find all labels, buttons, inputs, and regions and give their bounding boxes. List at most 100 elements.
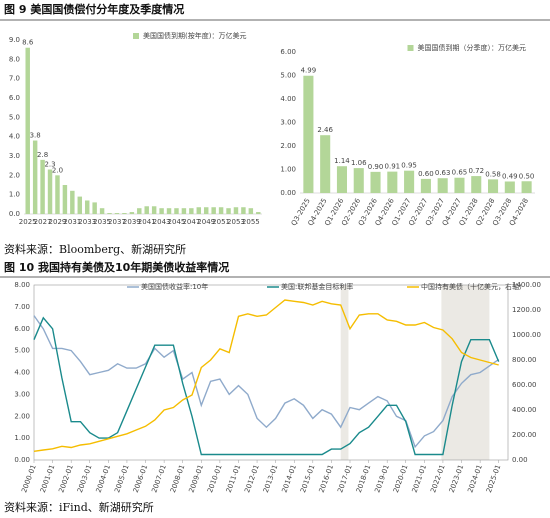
x-tick-label: 2000-01 xyxy=(20,464,38,494)
y-tick-label: 1400.00 xyxy=(512,281,541,289)
x-tick-label: 2043 xyxy=(153,218,171,226)
y-tick-label: 6.00 xyxy=(14,325,30,333)
value-label: 2.46 xyxy=(317,126,333,134)
bar xyxy=(114,213,120,214)
x-tick-label: 2049 xyxy=(197,218,215,226)
highlight-band xyxy=(340,285,349,460)
legend-label: 美国国债收益率:10年 xyxy=(141,282,208,291)
y-tick-label: 3.00 xyxy=(280,119,296,127)
x-tick-label: 2014-01 xyxy=(280,464,298,494)
bar xyxy=(320,135,331,193)
value-label: 3.8 xyxy=(30,132,41,140)
value-label: 1.06 xyxy=(351,159,367,167)
value-label: 0.90 xyxy=(368,163,384,171)
x-tick-label: 2027 xyxy=(34,218,52,226)
x-tick-label: 2012-01 xyxy=(243,464,261,494)
y-tick-label: 7.00 xyxy=(14,303,30,311)
x-tick-label: 2016-01 xyxy=(318,464,336,494)
bar xyxy=(151,206,157,214)
bar xyxy=(70,190,75,214)
y-tick-label: 1200.00 xyxy=(512,306,541,314)
y-tick-label: 3.0 xyxy=(9,152,20,160)
bar xyxy=(353,168,364,193)
legend-label: 美国国债到期（分季度）：万亿美元 xyxy=(418,43,527,52)
x-tick-label: 2051 xyxy=(212,218,230,226)
x-tick-label: 2004-01 xyxy=(95,464,113,494)
y-tick-label: 8.0 xyxy=(9,55,20,63)
x-tick-label: 2018-01 xyxy=(355,464,373,494)
y-tick-label: 200.00 xyxy=(512,431,537,439)
x-tick-label: 2025-01 xyxy=(485,464,503,494)
bar xyxy=(40,159,45,214)
y-tick-label: 0.00 xyxy=(280,189,296,197)
x-tick-label: 2055 xyxy=(242,218,260,226)
y-tick-label: 9.0 xyxy=(9,36,20,44)
bar xyxy=(420,178,431,193)
x-tick-label: 2041 xyxy=(138,218,156,226)
source: 资料来源：Bloomberg、新湖研究所 xyxy=(4,242,186,256)
value-label: 0.58 xyxy=(485,170,501,178)
x-tick-label: 2053 xyxy=(227,218,245,226)
x-tick-label: 2037 xyxy=(108,218,126,226)
y-tick-label: 5.00 xyxy=(280,72,296,80)
source: 资料来源：iFind、新湖研究所 xyxy=(4,500,154,514)
y-tick-label: 4.00 xyxy=(14,369,30,377)
bar xyxy=(248,208,254,214)
y-tick-label: 0.00 xyxy=(14,456,30,464)
x-tick-label: 2001-01 xyxy=(39,464,57,494)
x-tick-label: 2035 xyxy=(93,218,111,226)
bar xyxy=(77,196,83,214)
bar xyxy=(107,213,112,214)
y-tick-label: 2.0 xyxy=(9,171,20,179)
y-tick-label: 5.0 xyxy=(9,113,20,121)
plot-frame xyxy=(33,284,509,461)
value-label: 2.8 xyxy=(37,151,48,159)
bar xyxy=(454,177,465,193)
x-tick-label: 2033 xyxy=(78,218,96,226)
y-tick-label: 8.00 xyxy=(14,281,30,289)
value-label: 0.72 xyxy=(468,167,484,175)
bar xyxy=(218,207,224,214)
value-label: 0.49 xyxy=(502,172,518,180)
figure-title: 图 10 我国持有美债及10年期美债收益率情况 xyxy=(4,260,229,274)
y-tick-label: 3.00 xyxy=(14,390,30,398)
y-tick-label: 1.00 xyxy=(14,434,30,442)
bar xyxy=(174,208,179,214)
bar xyxy=(92,202,97,214)
legend-label: 中国持有美债（十亿美元，右轴） xyxy=(421,282,526,291)
x-tick-label: 2031 xyxy=(63,218,81,226)
bar xyxy=(47,169,53,214)
x-tick-label: 2021-01 xyxy=(411,464,429,494)
bar xyxy=(189,208,194,214)
y-tick-label: 4.00 xyxy=(280,95,296,103)
x-tick-label: 2006-01 xyxy=(132,464,150,494)
bar xyxy=(144,206,149,214)
highlight-band xyxy=(441,285,490,460)
x-tick-label: 2047 xyxy=(182,218,200,226)
y-tick-label: 2.00 xyxy=(14,412,30,420)
x-tick-label: 2025 xyxy=(19,218,37,226)
value-label: 0.63 xyxy=(435,169,451,177)
bar xyxy=(521,181,532,193)
x-tick-label: 2013-01 xyxy=(262,464,280,494)
value-label: 8.6 xyxy=(22,39,34,47)
bar xyxy=(488,179,499,193)
bar xyxy=(370,171,381,193)
x-tick-label: 2039 xyxy=(123,218,141,226)
x-tick-label: 2011-01 xyxy=(225,464,243,494)
x-tick-label: 2005-01 xyxy=(113,464,131,494)
bar xyxy=(404,170,415,193)
bar xyxy=(504,181,515,193)
bar xyxy=(203,207,209,214)
x-tick-label: 2017-01 xyxy=(336,464,354,494)
value-label: 0.91 xyxy=(385,163,401,171)
bar xyxy=(233,207,239,214)
bar xyxy=(226,208,231,214)
x-tick-label: 2008-01 xyxy=(169,464,187,494)
y-tick-label: 5.00 xyxy=(14,347,30,355)
x-tick-label: 2007-01 xyxy=(150,464,168,494)
value-label: 0.60 xyxy=(418,170,434,178)
x-tick-label: 2024-01 xyxy=(466,464,484,494)
bar xyxy=(336,166,347,193)
